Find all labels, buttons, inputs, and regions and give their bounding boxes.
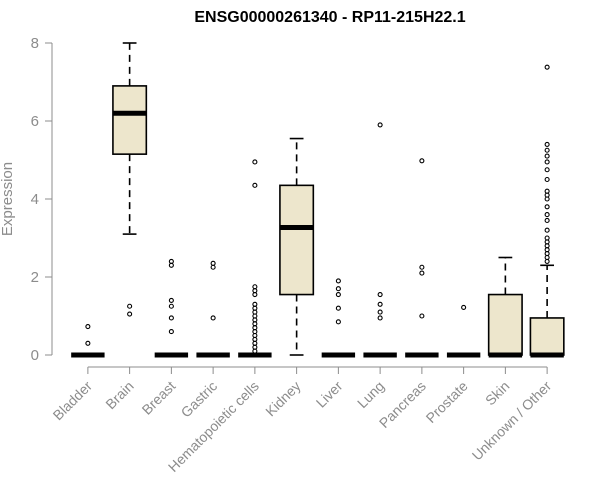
outlier-point xyxy=(168,315,174,321)
box-series xyxy=(71,42,565,358)
outlier-point xyxy=(210,315,216,321)
y-tick-label: 8 xyxy=(31,35,39,52)
outlier-point xyxy=(461,304,467,310)
box-bladder xyxy=(71,323,105,358)
box-skin xyxy=(487,256,523,358)
outlier-point xyxy=(252,301,258,307)
x-tick-label: Kidney xyxy=(262,378,304,420)
outlier-point xyxy=(168,329,174,335)
outlier-point xyxy=(544,217,550,223)
x-tick-label: Prostate xyxy=(423,378,471,426)
outlier-point xyxy=(168,258,174,264)
box-breast xyxy=(154,258,189,358)
outlier-point xyxy=(85,323,91,330)
x-tick-label: Bladder xyxy=(50,378,96,424)
outlier-point xyxy=(335,278,341,284)
x-tick-label: Skin xyxy=(482,378,513,409)
outlier-point xyxy=(377,291,383,298)
box-pancreas xyxy=(405,158,439,358)
x-tick-label: Lung xyxy=(354,378,387,411)
outlier-point xyxy=(544,153,550,159)
outlier-point xyxy=(85,340,91,346)
outlier-point xyxy=(544,176,550,183)
iqr-box xyxy=(279,184,315,296)
y-tick-label: 2 xyxy=(31,269,39,286)
outlier-point xyxy=(419,313,425,319)
outlier-point xyxy=(377,122,383,128)
x-tick-label: Brain xyxy=(102,378,136,412)
outlier-point xyxy=(377,301,383,307)
box-unknown-other xyxy=(529,64,565,358)
outlier-point xyxy=(335,319,341,325)
outlier-point xyxy=(544,227,550,233)
outlier-point xyxy=(335,305,341,311)
box-prostate xyxy=(446,304,481,358)
outlier-point xyxy=(544,141,550,147)
box-lung xyxy=(363,122,397,358)
outlier-point xyxy=(544,159,550,165)
outlier-point xyxy=(544,167,550,173)
box-brain xyxy=(112,42,148,317)
y-axis: 0 2 4 6 8 xyxy=(31,35,53,364)
outlier-point xyxy=(335,291,341,298)
outlier-point xyxy=(127,311,133,317)
box-gastric xyxy=(196,260,230,358)
outlier-point xyxy=(544,147,550,153)
x-tick-label: Unknown / Other xyxy=(469,378,555,464)
box-liver xyxy=(321,278,356,358)
outlier-point xyxy=(127,303,133,309)
outlier-point xyxy=(252,159,258,165)
box-hematopoietic-cells xyxy=(238,159,272,358)
outlier-point xyxy=(544,204,550,210)
x-tick-label: Liver xyxy=(313,378,346,411)
outlier-point xyxy=(419,264,425,270)
outlier-point xyxy=(544,188,550,194)
iqr-box xyxy=(529,317,565,356)
outlier-point xyxy=(419,158,425,164)
outlier-point xyxy=(335,286,341,292)
outlier-point xyxy=(377,315,383,321)
y-tick-label: 6 xyxy=(31,113,39,130)
y-axis-label: Expression xyxy=(0,162,16,236)
outlier-point xyxy=(252,182,258,188)
outlier-point xyxy=(419,270,425,276)
iqr-box xyxy=(112,85,148,155)
outlier-point xyxy=(210,260,216,266)
chart-title: ENSG00000261340 - RP11-215H22.1 xyxy=(194,9,465,26)
outlier-point xyxy=(168,303,174,309)
outlier-point xyxy=(544,64,550,70)
outlier-point xyxy=(377,309,383,315)
outlier-point xyxy=(544,235,550,241)
outlier-point xyxy=(252,284,258,290)
y-tick-label: 4 xyxy=(31,191,39,208)
outlier-point xyxy=(544,212,550,218)
box-kidney xyxy=(279,137,315,356)
y-tick-label: 0 xyxy=(31,347,39,364)
iqr-box xyxy=(487,293,523,356)
x-tick-label: Breast xyxy=(139,378,179,418)
outlier-point xyxy=(168,297,174,303)
